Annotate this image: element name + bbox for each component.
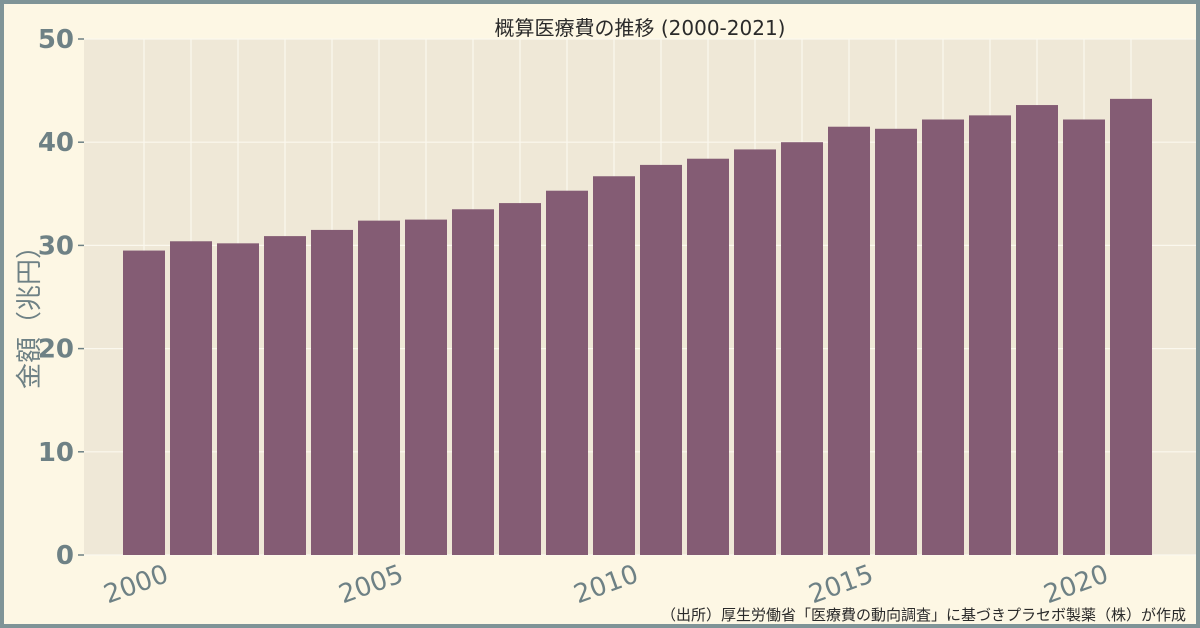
y-tick-label: 10 bbox=[38, 438, 74, 468]
bar-2006 bbox=[405, 219, 447, 555]
x-tick-label: 2010 bbox=[570, 559, 642, 610]
bar-2016 bbox=[875, 128, 917, 555]
x-tick-label: 2000 bbox=[100, 559, 172, 610]
y-tick-label: 20 bbox=[38, 335, 74, 365]
bar-2005 bbox=[358, 220, 400, 555]
bar-2009 bbox=[546, 190, 588, 556]
bar-chart: 概算医療費の推移 (2000-2021) 0 10 20 30 40 50 2000 2005… bbox=[15, 16, 1196, 624]
bar-2002 bbox=[217, 243, 259, 555]
y-tick-label: 30 bbox=[38, 231, 74, 261]
chart-frame: 概算医療費の推移 (2000-2021) 0 10 20 30 40 50 2000 2005… bbox=[4, 4, 1196, 624]
bar-2001 bbox=[170, 241, 212, 555]
source-note: （出所）厚生労働省「医療費の動向調査」に基づきプラセボ製薬（株）が作成 bbox=[661, 606, 1186, 624]
y-tick-label: 0 bbox=[56, 541, 74, 571]
bar-2000 bbox=[123, 250, 165, 555]
bar-2020 bbox=[1063, 119, 1105, 555]
bar-2013 bbox=[734, 149, 776, 555]
x-tick-label: 2020 bbox=[1040, 559, 1112, 610]
y-axis-label: 金額（兆円） bbox=[15, 233, 45, 389]
bar-2014 bbox=[781, 142, 823, 555]
x-tick-label: 2015 bbox=[805, 559, 877, 610]
bar-2021 bbox=[1110, 98, 1152, 555]
bar-2004 bbox=[311, 229, 353, 556]
bar-2012 bbox=[687, 158, 729, 555]
bar-2019 bbox=[1016, 105, 1058, 555]
y-tick-label: 50 bbox=[38, 25, 74, 55]
bar-2007 bbox=[452, 209, 494, 555]
bar-2011 bbox=[640, 164, 682, 556]
bar-2008 bbox=[499, 203, 541, 555]
bars bbox=[123, 98, 1152, 556]
y-tick-label: 40 bbox=[38, 128, 74, 158]
chart-title: 概算医療費の推移 (2000-2021) bbox=[495, 16, 786, 40]
bar-2017 bbox=[922, 119, 964, 555]
bar-2015 bbox=[828, 126, 870, 555]
bar-2010 bbox=[593, 176, 635, 556]
bar-2018 bbox=[969, 115, 1011, 556]
x-tick-label: 2005 bbox=[335, 559, 407, 610]
bar-2003 bbox=[264, 236, 306, 555]
